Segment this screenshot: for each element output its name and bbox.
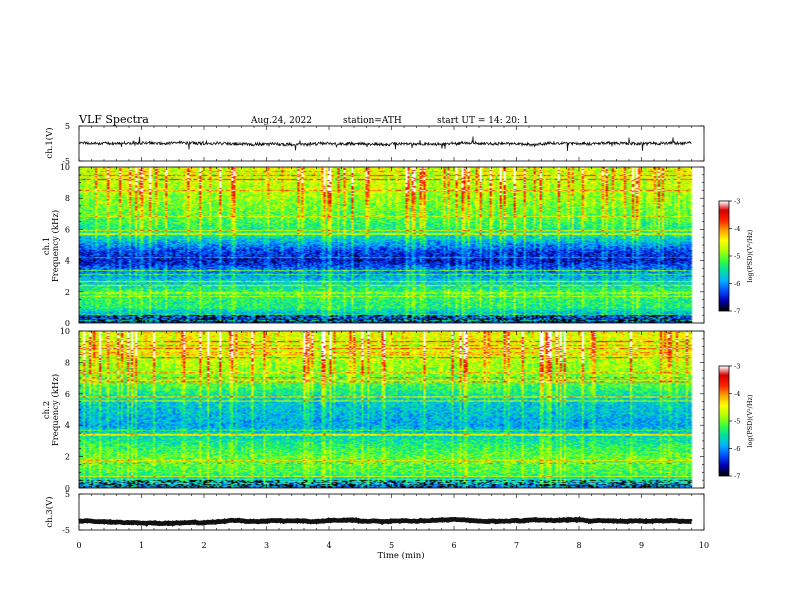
ch1-freq-tick-label: 4 [65, 257, 70, 266]
figure-title: VLF Spectra [78, 113, 149, 126]
x-tick-label: 3 [264, 541, 269, 550]
ch1-freq-tick-label: 6 [65, 225, 70, 234]
ch1-colorbar-tick-label: -4 [734, 225, 740, 233]
x-axis-label: Time (min) [377, 550, 424, 561]
ch1-frequency-axis-label: Frequency (kHz) [50, 210, 61, 282]
ch2-colorbar-label: log(PSD)(V²/Hz) [746, 394, 754, 447]
ch1-colorbar-tick-label: -6 [734, 280, 740, 288]
ch2-colorbar-tick-label: -6 [734, 445, 740, 453]
header-station: station=ATH [343, 116, 402, 126]
ch1-freq-tick-label: 8 [65, 194, 70, 203]
ch2-channel-label: ch.2 [42, 401, 52, 419]
header-start-time: start UT = 14: 20: 1 [437, 116, 529, 126]
ch1-channel-label: ch.1 [42, 237, 52, 255]
ch2-freq-tick-label: 4 [65, 421, 70, 430]
x-tick-label: 4 [326, 541, 331, 550]
ch2-colorbar-tick-label: -4 [734, 390, 740, 398]
ch2-colorbar-gradient [719, 366, 729, 476]
ch1-colorbar-tick-label: -3 [734, 198, 740, 206]
ch1-colorbar-tick-label: -5 [734, 253, 740, 261]
ch3-waveform-line [78, 516, 693, 527]
ch1-freq-tick-label: 2 [65, 288, 70, 297]
ch1-y-tick-label: 5 [65, 122, 70, 131]
header-date: Aug.24, 2022 [250, 116, 312, 126]
ch1-colorbar-label: log(PSD)(V²/Hz) [746, 229, 754, 282]
ch1-colorbar: log(PSD)(V²/Hz) -3 -4 -5 -6 -7 [718, 198, 754, 316]
ch2-freq-tick-label: 6 [65, 390, 70, 399]
ch2-spectrogram-image [79, 331, 704, 488]
ch3-waveform-plot [78, 516, 693, 527]
x-tick-label: 6 [451, 541, 456, 550]
ch3-y-tick-label: -5 [62, 526, 70, 535]
ch2-colorbar-tick-label: -7 [734, 473, 740, 481]
ch2-freq-tick-label: 8 [65, 358, 70, 367]
x-tick-label: 8 [576, 541, 581, 550]
x-tick-label: 10 [699, 541, 709, 550]
ch2-colorbar-tick-label: -3 [734, 363, 740, 371]
ch1-y-axis-label: ch.1(V) [44, 127, 55, 158]
x-tick-label: 1 [139, 541, 144, 550]
ch2-freq-tick-label: 2 [65, 453, 70, 462]
ch2-frequency-axis-label: Frequency (kHz) [50, 374, 61, 446]
ch1-waveform-plot [78, 136, 692, 152]
x-tick-label: 7 [514, 541, 519, 550]
ch3-y-axis-label: ch.3(V) [44, 496, 55, 527]
ch1-freq-tick-label: 10 [60, 163, 70, 172]
x-tick-label: 0 [76, 541, 81, 550]
x-tick-label: 9 [639, 541, 644, 550]
ch1-freq-tick-label: 0 [65, 319, 70, 328]
ch1-y-tick-label: -5 [62, 157, 70, 166]
ch1-spectrogram-image [79, 167, 704, 323]
x-tick-label: 5 [389, 541, 394, 550]
ch1-waveform-line [78, 136, 692, 152]
x-tick-label: 2 [201, 541, 206, 550]
ch2-freq-tick-label: 10 [60, 327, 70, 336]
ch2-colorbar: log(PSD)(V²/Hz) -3 -4 -5 -6 -7 [718, 363, 754, 481]
ch1-colorbar-tick-label: -7 [734, 308, 740, 316]
ch1-colorbar-gradient [719, 201, 729, 311]
ch2-freq-tick-label: 0 [65, 484, 70, 493]
ch2-colorbar-tick-label: -5 [734, 418, 740, 426]
ch3-y-tick-label: 5 [65, 490, 70, 499]
